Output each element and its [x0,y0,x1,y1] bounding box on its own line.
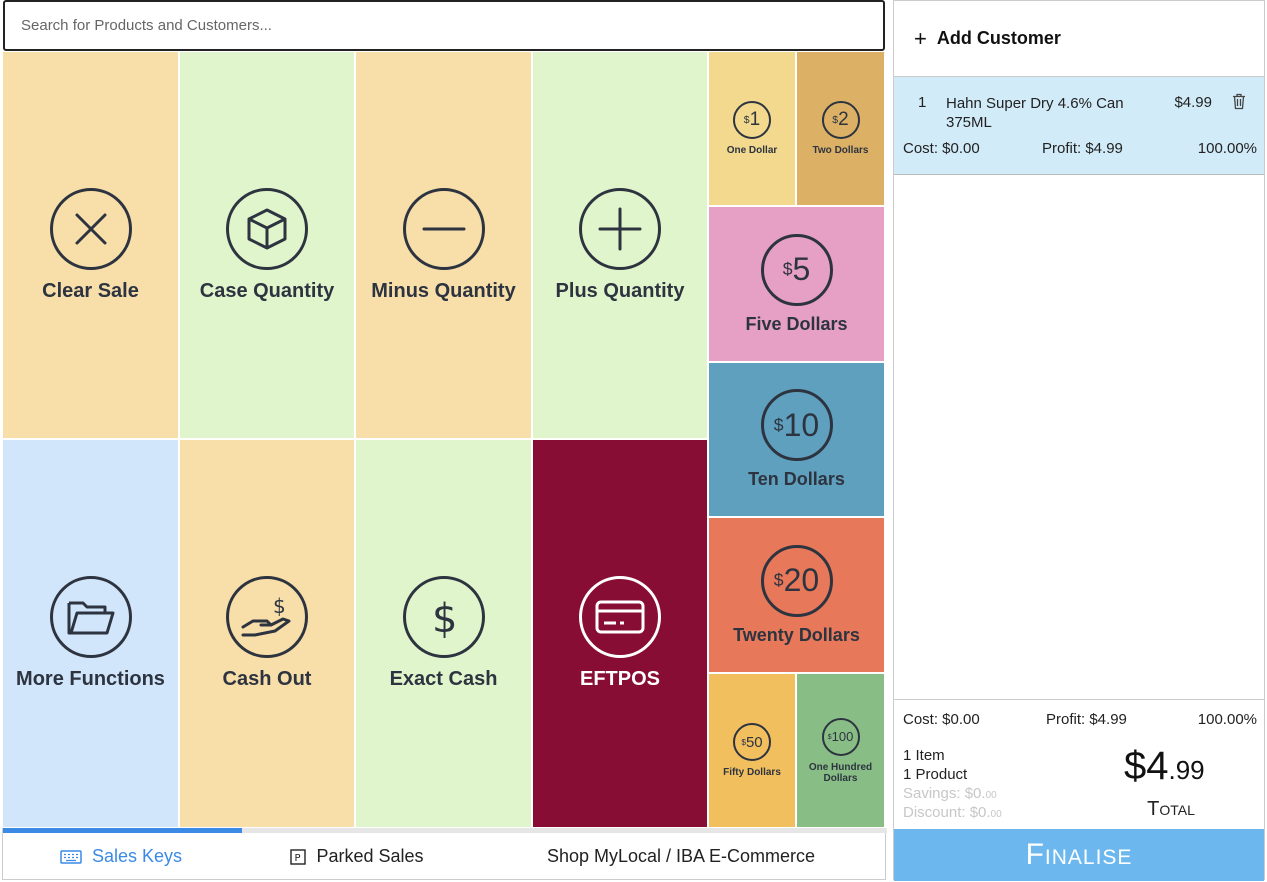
credit-card-icon [579,576,661,658]
add-customer-label: Add Customer [936,28,1061,48]
minus-quantity-key[interactable]: Minus Quantity [355,51,532,439]
tab-shop-mylocal-label: Shop MyLocal / IBA E-Commerce [546,846,816,866]
close-icon [49,187,132,270]
dollar-note-icon: $100 [821,717,860,756]
two-dollars-label: Two Dollars [812,145,869,156]
five-dollars-label: Five Dollars [745,313,848,334]
item-name: Hahn Super Dry 4.6% Can 375ML [946,95,1124,131]
minus-icon [402,187,485,270]
minus-quantity-label: Minus Quantity [371,279,516,302]
search-input[interactable] [5,2,883,49]
box-icon [226,187,308,270]
tab-sales-keys[interactable]: Sales Keys [3,833,239,880]
more-functions-label: More Functions [16,668,165,690]
dollar-icon: $ [402,576,485,658]
plus-icon [579,187,661,270]
cart-line-item[interactable]: 1 Hahn Super Dry 4.6% Can 375ML $4.99 Co… [894,77,1264,175]
item-margin: 100.00% [1197,140,1257,157]
finalise-button[interactable]: Finalise [894,829,1264,881]
dollar-coin-icon: $2 [821,101,860,139]
plus-quantity-label: Plus Quantity [555,279,685,302]
case-quantity-key[interactable]: Case Quantity [179,51,355,439]
svg-text:P: P [295,853,301,864]
bottom-tabs: Sales Keys P Parked Sales Shop MyLocal /… [2,828,887,880]
dollar-coin-icon: $1 [733,101,771,139]
search-box[interactable] [3,0,885,51]
clear-sale-key[interactable]: Clear Sale [2,51,179,439]
twenty-dollars-label: Twenty Dollars [733,624,860,645]
cash-out-label: Cash Out [222,668,312,690]
dollar-note-icon: $50 [733,723,771,761]
plus-quantity-key[interactable]: Plus Quantity [532,51,708,439]
exact-cash-key[interactable]: $ Exact Cash [355,439,532,828]
exact-cash-label: Exact Cash [389,668,498,690]
summary-products: 1 Product [903,766,968,783]
trash-icon[interactable] [1232,93,1246,110]
five-dollars-key[interactable]: $5 Five Dollars [708,206,885,362]
tab-progress-bar [3,828,887,833]
sales-keys-grid: Clear Sale Case Quantity Minus Quantity … [2,51,886,828]
eftpos-label: EFTPOS [579,668,660,690]
cart-panel: + Add Customer 1 Hahn Super Dry 4.6% Can… [893,0,1265,881]
clear-sale-label: Clear Sale [42,279,139,302]
one-hundred-dollars-key[interactable]: $100 One Hundred Dollars [796,673,885,828]
sales-panel: Clear Sale Case Quantity Minus Quantity … [2,0,887,880]
svg-text:$: $ [432,596,457,642]
more-functions-key[interactable]: More Functions [2,439,179,828]
two-dollars-key[interactable]: $2 Two Dollars [796,51,885,206]
sale-summary: Cost: $0.00 Profit: $4.99 100.00% 1 Item… [894,699,1264,829]
ten-dollars-key[interactable]: $10 Ten Dollars [708,362,885,517]
dollar-note-icon: $5 [760,233,833,306]
eftpos-key[interactable]: EFTPOS [532,439,708,828]
one-dollar-label: One Dollar [726,145,778,156]
parking-icon: P [290,848,307,865]
one-hundred-dollars-label: One Hundred Dollars [808,761,873,784]
keyboard-icon [60,849,82,864]
tab-shop-mylocal[interactable]: Shop MyLocal / IBA E-Commerce [475,833,887,880]
add-customer-button[interactable]: + Add Customer [894,1,1264,77]
cash-out-key[interactable]: $ Cash Out [179,439,355,828]
item-profit: Profit: $4.99 [1042,140,1123,157]
summary-cost: Cost: $0.00 [903,711,980,728]
dollar-note-icon: $10 [760,389,833,461]
one-dollar-key[interactable]: $1 One Dollar [708,51,796,206]
summary-profit: Profit: $4.99 [1046,711,1127,728]
summary-discount: Discount: $0.00 [903,804,1002,821]
plus-icon: + [914,25,927,51]
fifty-dollars-label: Fifty Dollars [723,767,781,778]
svg-text:$: $ [273,594,286,618]
item-cost: Cost: $0.00 [903,140,980,157]
total-label: Total [1147,798,1195,820]
tab-parked-sales[interactable]: P Parked Sales [239,833,475,880]
total-amount: $4.99 [1124,744,1205,788]
ten-dollars-label: Ten Dollars [748,469,845,489]
hand-coin-icon: $ [226,576,308,658]
tab-parked-sales-label: Parked Sales [316,846,424,866]
summary-items: 1 Item [903,747,945,764]
item-quantity: 1 [918,94,927,111]
summary-savings: Savings: $0.00 [903,785,997,802]
folder-open-icon [49,576,132,658]
item-price: $4.99 [1174,94,1212,111]
summary-margin: 100.00% [1197,711,1257,728]
case-quantity-label: Case Quantity [199,279,335,302]
dollar-note-icon: $20 [760,544,833,617]
twenty-dollars-key[interactable]: $20 Twenty Dollars [708,517,885,673]
tab-sales-keys-label: Sales Keys [91,846,183,866]
fifty-dollars-key[interactable]: $50 Fifty Dollars [708,673,796,828]
